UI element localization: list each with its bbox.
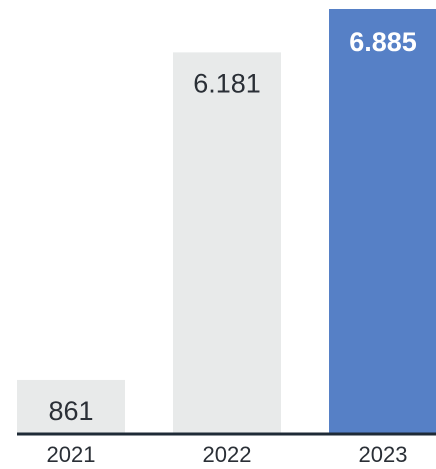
bar-2022 <box>173 52 281 433</box>
value-label-2022: 6.181 <box>193 68 261 98</box>
x-tick-label-2021: 2021 <box>47 442 96 467</box>
value-labels-group: 861 6.181 6.885 <box>48 27 416 426</box>
bar-2023 <box>329 9 436 433</box>
value-label-2021: 861 <box>48 396 93 426</box>
x-tick-labels-group: 2021 2022 2023 <box>47 442 408 467</box>
bars-group <box>17 9 436 433</box>
bar-2021 <box>17 379 125 433</box>
value-label-2023: 6.885 <box>349 27 417 57</box>
x-tick-label-2022: 2022 <box>203 442 252 467</box>
x-tick-label-2023: 2023 <box>359 442 408 467</box>
